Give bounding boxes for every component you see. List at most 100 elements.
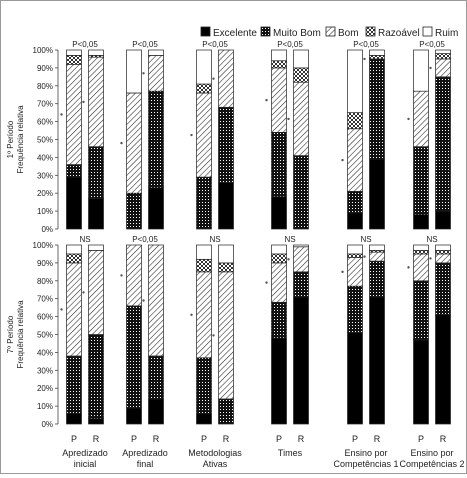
x-bar-label: R (223, 434, 230, 444)
bar-marker (142, 72, 145, 75)
bar-segment-muito_bom (413, 280, 429, 341)
bar-segment-excelente (347, 332, 363, 425)
x-group-label: Ensino por (410, 448, 453, 458)
bar-segment-bom (271, 262, 287, 303)
bar-segment-ruim (413, 244, 429, 251)
bar-marker (429, 257, 432, 260)
y-axis-title: 1º Período (6, 120, 15, 158)
y-tick-label: 80% (37, 82, 53, 91)
bar-marker (212, 77, 215, 80)
y-tick-label: 0% (41, 225, 53, 234)
legend-label-razoavel: Razoável (378, 28, 420, 39)
bar-segment-excelente (148, 187, 164, 230)
y-tick-label: 20% (37, 189, 53, 198)
bar-segment-muito_bom (196, 357, 212, 414)
x-bar-label: R (298, 434, 305, 444)
y-tick-label: 40% (37, 153, 53, 162)
bar-segment-bom (88, 250, 104, 335)
x-group-label: Times (278, 448, 303, 458)
x-bar-label: P (418, 434, 424, 444)
significance-label: P<0,05 (132, 235, 158, 244)
y-axis-title: 7º Período (6, 315, 15, 353)
bar-segment-bom (148, 244, 164, 357)
significance-label: NS (360, 235, 371, 244)
panel-top: 0% 10% 20% 30% 40% 50% 60% 70% 80% 90% 100% 1º Perí… (6, 40, 451, 234)
bar-segment-muito_bom (435, 76, 451, 212)
bar-segment-razoavel (435, 250, 451, 255)
significance-label: NS (79, 235, 90, 244)
bar-marker (142, 299, 145, 302)
x-bar-label: P (276, 434, 282, 444)
bar-segment-excelente (369, 158, 385, 230)
bar-segment-ruim (196, 244, 212, 260)
legend: Excelente Muito Bom Bom Razoável Ruim (200, 26, 458, 39)
bar-marker (363, 255, 366, 258)
y-tick-label: 70% (37, 295, 53, 304)
bar-segment-ruim (148, 49, 164, 56)
bar-segment-muito_bom (271, 301, 287, 339)
bar-segment-bom (435, 58, 451, 78)
x-bar-label: P (201, 434, 207, 444)
x-group-label: Competências 1 (333, 459, 398, 469)
bar-segment-bom (218, 49, 234, 108)
bar-segment-excelente (66, 176, 82, 230)
bar-marker (341, 270, 344, 274)
bar-segment-razoavel (66, 55, 82, 65)
bar-segment-bom (271, 67, 287, 133)
x-bar-label: P (71, 434, 77, 444)
y-tick-label: 10% (37, 402, 53, 411)
bar-segment-bom (196, 92, 212, 178)
y-tick-label: 20% (37, 384, 53, 393)
y-axis-title: Frequência relativa (16, 105, 25, 174)
bar-segment-excelente (88, 198, 104, 230)
bar-segment-excelente (435, 314, 451, 425)
legend-label-muito_bom: Muito Bom (273, 28, 321, 39)
bar-segment-muito_bom (293, 271, 309, 298)
bar-segment-excelente (66, 412, 82, 425)
significance-label: NS (209, 235, 220, 244)
bar-marker (265, 98, 268, 102)
bar-segment-excelente (435, 210, 451, 230)
bar-segment-razoavel (66, 253, 82, 264)
bar-marker (265, 281, 268, 284)
bar-marker (287, 117, 290, 121)
bar-segment-razoavel (196, 258, 212, 273)
y-tick-label: 30% (37, 366, 53, 375)
bar-segment-ruim (271, 49, 287, 62)
x-group-label: Ensino por (344, 448, 387, 458)
bar-marker (341, 158, 344, 162)
y-tick-label: 40% (37, 348, 53, 357)
bar-segment-muito_bom (196, 176, 212, 230)
bar-segment-ruim (435, 244, 451, 251)
bar-segment-ruim (435, 49, 451, 54)
bar-marker (120, 274, 123, 277)
significance-label: P<0,05 (419, 40, 445, 49)
bar-segment-bom (126, 92, 142, 194)
bar-marker (82, 291, 85, 294)
bar-segment-bom (347, 257, 363, 287)
bar-marker (120, 141, 123, 145)
bar-segment-ruim (88, 49, 104, 56)
y-tick-label: 30% (37, 171, 53, 180)
bar-segment-bom (66, 262, 82, 357)
bar-marker (212, 334, 215, 337)
y-axis-title: Frequência relativa (16, 300, 25, 369)
bar-segment-ruim (369, 244, 385, 251)
significance-label: P<0,05 (277, 40, 303, 49)
bar-segment-razoavel (413, 250, 429, 255)
bar-segment-ruim (66, 49, 82, 56)
y-tick-label: 90% (37, 259, 53, 268)
bar-segment-bom (413, 90, 429, 148)
x-bar-label: R (93, 434, 100, 444)
bar-segment-excelente (88, 418, 104, 425)
legend-swatch-excelente (200, 26, 211, 37)
significance-label: P<0,05 (72, 40, 98, 49)
significance-label: P<0,05 (353, 40, 379, 49)
bar-segment-bom (126, 244, 142, 307)
bar-segment-excelente (413, 339, 429, 425)
bar-segment-bom (369, 251, 385, 262)
bar-segment-excelente (196, 412, 212, 425)
bar-segment-excelente (413, 214, 429, 230)
bar-segment-bom (218, 271, 234, 400)
